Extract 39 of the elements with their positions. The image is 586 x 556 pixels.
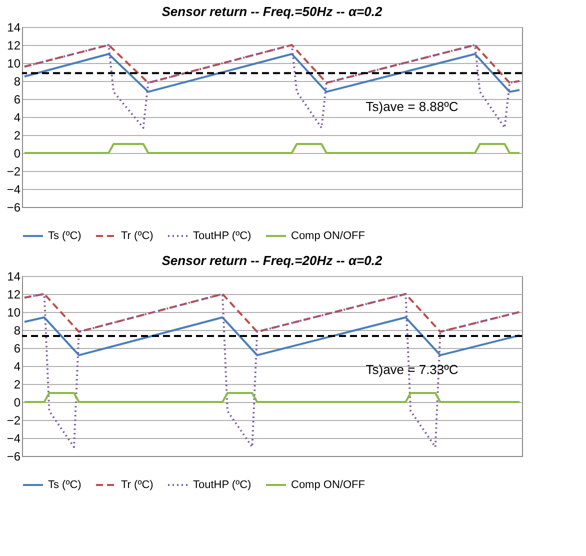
y-tick-label: 0 bbox=[14, 396, 21, 410]
y-tick-label: 4 bbox=[14, 110, 21, 124]
y-tick-label: 14 bbox=[7, 270, 21, 284]
y-tick-label: 12 bbox=[7, 38, 21, 52]
y-tick-label: −6 bbox=[6, 200, 21, 214]
y-tick-label: −2 bbox=[6, 414, 21, 428]
line-series bbox=[23, 44, 521, 84]
y-tick-label: 8 bbox=[14, 74, 21, 88]
legend-label: Tr (ºC) bbox=[121, 479, 154, 491]
line-series bbox=[23, 293, 521, 448]
y-tick-label: 12 bbox=[7, 288, 21, 302]
y-tick-label: −4 bbox=[6, 182, 21, 196]
line-series bbox=[23, 53, 521, 93]
y-tick-label: 10 bbox=[7, 56, 21, 70]
y-tick-label: −4 bbox=[6, 432, 21, 446]
y-tick-label: 2 bbox=[14, 128, 21, 142]
legend-label: ToutHP (ºC) bbox=[193, 479, 252, 491]
ref-line-label: Ts)ave = 7.33ºC bbox=[366, 362, 458, 378]
legend-label: Tr (ºC) bbox=[121, 230, 154, 242]
y-tick-label: 6 bbox=[14, 92, 21, 106]
legend-label: Comp ON/OFF bbox=[291, 230, 366, 242]
y-tick-label: 2 bbox=[14, 378, 21, 392]
y-tick-label: 10 bbox=[7, 306, 21, 320]
legend-label: ToutHP (ºC) bbox=[193, 230, 252, 242]
ref-line-label: Ts)ave = 8.88ºC bbox=[366, 99, 458, 114]
y-tick-label: −2 bbox=[6, 164, 21, 178]
y-tick-label: 4 bbox=[14, 360, 21, 374]
legend-label: Comp ON/OFF bbox=[291, 479, 366, 491]
legend-label: Ts (ºC) bbox=[48, 479, 82, 491]
y-tick-label: −6 bbox=[6, 450, 21, 464]
legend-label: Ts (ºC) bbox=[48, 230, 82, 242]
y-tick-label: 8 bbox=[14, 324, 21, 338]
line-series bbox=[23, 293, 521, 333]
chart-title: Sensor return -- Freq.=50Hz -- α=0.2 bbox=[162, 4, 383, 19]
y-tick-label: 0 bbox=[14, 146, 21, 160]
y-tick-label: 14 bbox=[7, 20, 21, 34]
y-tick-label: 6 bbox=[14, 342, 21, 356]
chart-title: Sensor return -- Freq.=20Hz -- α=0.2 bbox=[162, 253, 383, 268]
line-series bbox=[23, 316, 521, 356]
